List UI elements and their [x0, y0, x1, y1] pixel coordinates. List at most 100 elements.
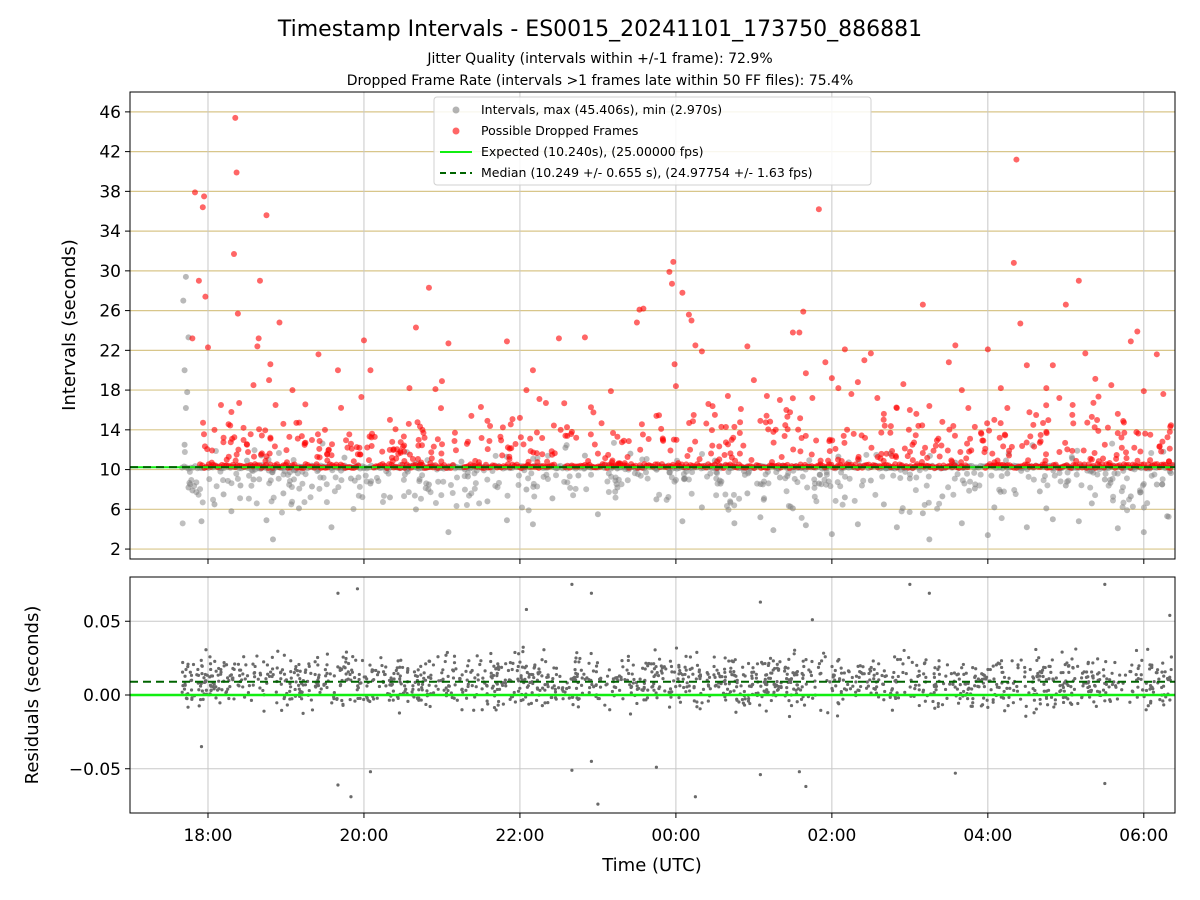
dropped-frame-point	[1088, 413, 1095, 420]
interval-point	[1109, 440, 1116, 447]
residual-point	[783, 669, 787, 673]
residual-point	[396, 672, 400, 676]
interval-point	[301, 499, 308, 506]
residual-point	[1113, 660, 1117, 665]
dropped-frame-point	[484, 446, 491, 453]
residual-point	[626, 658, 630, 663]
interval-point	[731, 502, 738, 509]
residual-point	[668, 687, 673, 691]
interval-point	[575, 472, 582, 479]
residual-point	[267, 674, 272, 678]
residual-point	[476, 678, 480, 682]
residual-point	[1038, 670, 1042, 674]
dropped-frame-point	[1030, 421, 1037, 428]
residual-point	[945, 696, 949, 700]
interval-point	[1030, 476, 1037, 483]
interval-point	[1065, 477, 1072, 484]
residual-point	[379, 656, 383, 660]
residual-point	[741, 665, 745, 669]
interval-point	[1140, 480, 1147, 487]
dropped-frame-point	[262, 457, 269, 464]
interval-point	[379, 498, 386, 505]
dropped-frame-point	[1108, 382, 1115, 389]
residual-point	[799, 697, 804, 701]
dropped-frame-point	[401, 457, 408, 464]
residual-point	[546, 673, 550, 677]
residual-point	[686, 675, 691, 679]
residual-point	[1023, 684, 1027, 688]
residual-point	[1123, 673, 1128, 677]
dropped-frame-point	[841, 346, 848, 353]
dropped-frame-point	[573, 434, 580, 441]
residual-point	[372, 677, 376, 682]
residual-point	[318, 690, 322, 695]
interval-point	[745, 468, 752, 475]
dropped-frame-point	[607, 388, 614, 395]
chart-subtitle-jitter: Jitter Quality (intervals within +/-1 fr…	[426, 51, 772, 67]
residual-point	[1157, 677, 1161, 681]
residual-point	[830, 664, 834, 669]
interval-point	[233, 470, 240, 477]
residual-point	[285, 703, 289, 707]
residual-point	[572, 675, 577, 679]
interval-point	[461, 486, 468, 493]
interval-point	[435, 478, 442, 485]
residual-point	[775, 662, 779, 666]
dropped-frame-point	[982, 445, 989, 452]
residual-point	[496, 703, 500, 707]
residual-point	[1067, 670, 1071, 674]
residual-point	[629, 691, 633, 695]
dropped-frame-point	[409, 456, 416, 463]
residual-point	[715, 668, 719, 672]
residual-point	[266, 672, 270, 676]
residual-point	[695, 700, 699, 704]
residual-point	[579, 683, 584, 687]
residual-point	[695, 650, 699, 654]
dropped-frame-point	[808, 451, 815, 458]
interval-point	[624, 477, 631, 484]
residual-point	[872, 667, 876, 672]
residual-point	[538, 688, 542, 692]
residual-point	[764, 673, 768, 677]
residual-point	[758, 600, 762, 604]
residual-point	[406, 668, 410, 672]
dropped-frame-point	[1008, 443, 1015, 450]
dropped-frame-point	[561, 400, 568, 407]
interval-point	[698, 504, 705, 511]
dropped-frame-point	[1090, 399, 1097, 406]
dropped-frame-point	[666, 268, 673, 275]
residual-point	[1061, 685, 1066, 690]
dropped-frame-point	[637, 446, 644, 453]
interval-point	[923, 482, 930, 489]
residual-point	[596, 802, 600, 806]
residual-point	[196, 673, 201, 677]
residual-point	[621, 665, 625, 669]
dropped-frame-point	[789, 329, 796, 336]
residual-point	[759, 684, 763, 688]
dropped-frame-point	[1113, 452, 1120, 459]
residual-point	[767, 676, 771, 680]
residual-point	[444, 686, 448, 690]
dropped-frame-point	[930, 447, 937, 454]
residual-point	[908, 685, 912, 689]
residual-point	[282, 696, 286, 701]
residual-point	[734, 710, 738, 714]
residual-point	[298, 669, 302, 673]
dropped-frame-point	[503, 338, 510, 345]
residual-point	[1010, 659, 1014, 663]
residual-point	[903, 690, 907, 694]
dropped-frame-point	[211, 426, 218, 433]
residual-point	[614, 685, 618, 690]
residual-point	[225, 676, 230, 680]
residual-point	[941, 681, 946, 686]
residual-point	[466, 682, 470, 686]
residual-point	[867, 671, 871, 676]
interval-point	[672, 477, 679, 484]
residual-point	[1087, 680, 1091, 684]
residual-point	[1027, 691, 1031, 695]
residual-point	[980, 672, 984, 676]
residual-point	[923, 699, 927, 703]
dropped-frame-point	[757, 417, 764, 424]
x-tick-label: 02:00	[807, 826, 856, 846]
interval-point	[181, 441, 188, 448]
